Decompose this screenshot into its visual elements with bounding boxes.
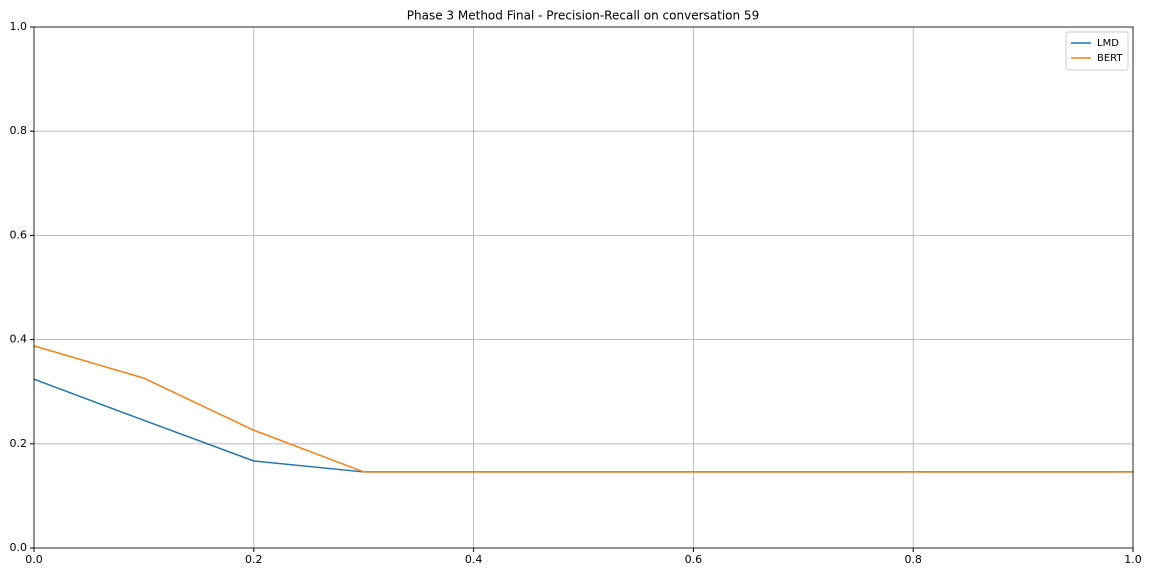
y-tick-label: 0.8 xyxy=(10,124,28,137)
legend-label: LMD xyxy=(1097,38,1119,49)
y-tick-label: 0.2 xyxy=(10,437,28,450)
x-tick-label: 0.6 xyxy=(685,553,703,566)
x-tick-label: 0.2 xyxy=(245,553,263,566)
series-line xyxy=(33,345,1133,473)
y-tick-label: 0.0 xyxy=(10,541,28,554)
plot-frame xyxy=(33,26,1134,549)
x-tick-label: 0.8 xyxy=(904,553,922,566)
x-tick-label: 0.4 xyxy=(465,553,483,566)
x-tick-label: 1.0 xyxy=(1124,553,1142,566)
chart-title: Phase 3 Method Final - Precision-Recall … xyxy=(407,9,759,23)
legend-box xyxy=(1065,31,1129,71)
y-tick-label: 1.0 xyxy=(10,20,28,33)
x-tick-label: 0.0 xyxy=(25,553,43,566)
legend-label: BERT xyxy=(1097,53,1123,64)
y-tick-label: 0.4 xyxy=(10,333,28,346)
y-tick-label: 0.6 xyxy=(10,228,28,241)
series-line xyxy=(33,378,1133,473)
